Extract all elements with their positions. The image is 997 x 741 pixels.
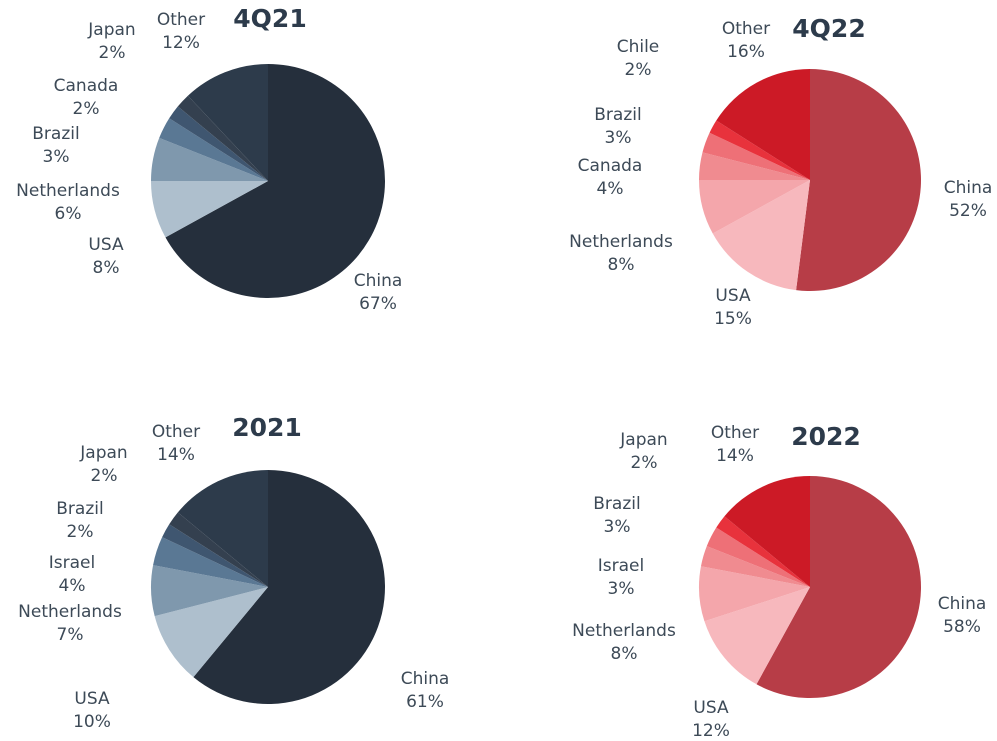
slice-label: Israel	[49, 553, 95, 573]
slice-value-label: 16%	[727, 42, 765, 62]
slice-value-label: 52%	[949, 201, 987, 221]
slice-label: Netherlands	[16, 181, 120, 201]
slice-value-label: 2%	[631, 453, 658, 473]
pie-slice	[716, 516, 810, 587]
slice-label: Canada	[578, 156, 643, 176]
pie-slice	[756, 476, 921, 698]
slice-value-label: 2%	[91, 466, 118, 486]
slice-value-label: 2%	[625, 60, 652, 80]
slice-value-label: 3%	[605, 128, 632, 148]
pie-slice	[702, 132, 810, 180]
pie-slice	[709, 120, 810, 180]
slice-value-label: 14%	[716, 446, 754, 466]
pie-slice	[706, 527, 810, 587]
pie-slice	[704, 587, 810, 685]
pie-slice	[699, 566, 810, 622]
slice-label: Brazil	[593, 494, 640, 514]
chart-title: 4Q22	[792, 14, 865, 43]
slice-value-label: 8%	[608, 255, 635, 275]
slice-value-label: 4%	[597, 179, 624, 199]
pie-slice	[169, 106, 268, 181]
pie-slice	[712, 180, 810, 291]
slice-value-label: 2%	[99, 43, 126, 63]
slice-label: China	[401, 669, 450, 689]
pie-slice	[700, 546, 810, 587]
slice-label: Other	[157, 10, 205, 30]
slice-label: Brazil	[32, 124, 79, 144]
slice-value-label: 67%	[359, 294, 397, 314]
slice-label: China	[944, 178, 993, 198]
slice-value-label: 8%	[93, 258, 120, 278]
slice-label: Other	[711, 423, 759, 443]
pie-slice	[162, 524, 268, 587]
slice-value-label: 12%	[692, 721, 730, 741]
pie-slice	[177, 470, 268, 587]
pie-slice	[796, 69, 921, 291]
slice-label: Brazil	[56, 499, 103, 519]
slice-value-label: 4%	[59, 576, 86, 596]
pie-slice	[187, 64, 268, 181]
slice-value-label: 58%	[943, 617, 981, 637]
pie-slice	[699, 180, 810, 234]
slice-value-label: 61%	[406, 692, 444, 712]
slice-label: Israel	[598, 556, 644, 576]
slice-label: China	[938, 594, 987, 614]
pie-slice	[151, 137, 268, 181]
pie-slice	[724, 476, 810, 587]
slice-label: Japan	[619, 430, 667, 450]
pie-slice	[154, 587, 268, 678]
slice-label: USA	[88, 235, 124, 255]
slice-label: USA	[74, 689, 110, 709]
pie-slice	[151, 181, 268, 238]
slice-label: USA	[715, 286, 751, 306]
slice-label: USA	[693, 698, 729, 718]
chart-title: 2022	[791, 422, 861, 451]
pie-slice	[193, 470, 386, 704]
slice-label: Other	[152, 422, 200, 442]
slice-value-label: 10%	[73, 712, 111, 732]
slice-label: Chile	[617, 37, 660, 57]
slice-label: Japan	[87, 20, 135, 40]
slice-value-label: 2%	[73, 99, 100, 119]
slice-value-label: 3%	[43, 147, 70, 167]
pie-slice	[169, 512, 268, 587]
slice-label: Netherlands	[18, 602, 122, 622]
slice-value-label: 8%	[611, 644, 638, 664]
slice-label: Netherlands	[569, 232, 673, 252]
slice-value-label: 14%	[157, 445, 195, 465]
pie-slice	[177, 95, 268, 181]
slice-label: Brazil	[594, 105, 641, 125]
pie-slice	[716, 69, 810, 180]
slice-label: Japan	[79, 443, 127, 463]
slice-value-label: 6%	[55, 204, 82, 224]
pie-slice	[153, 537, 268, 587]
pie-slice	[165, 64, 386, 298]
pie-slice	[699, 152, 810, 180]
pie-slice	[159, 118, 268, 181]
slice-value-label: 3%	[604, 517, 631, 537]
slice-label: China	[354, 271, 403, 291]
chart-title: 2021	[232, 413, 302, 442]
slice-value-label: 7%	[57, 625, 84, 645]
slice-label: Other	[722, 19, 770, 39]
slice-label: Netherlands	[572, 621, 676, 641]
chart-title: 4Q21	[233, 4, 306, 33]
slice-value-label: 12%	[162, 33, 200, 53]
slice-value-label: 3%	[608, 579, 635, 599]
slice-value-label: 2%	[67, 522, 94, 542]
pie-slice	[151, 565, 268, 617]
slice-label: Canada	[54, 76, 119, 96]
slice-value-label: 15%	[714, 309, 752, 329]
